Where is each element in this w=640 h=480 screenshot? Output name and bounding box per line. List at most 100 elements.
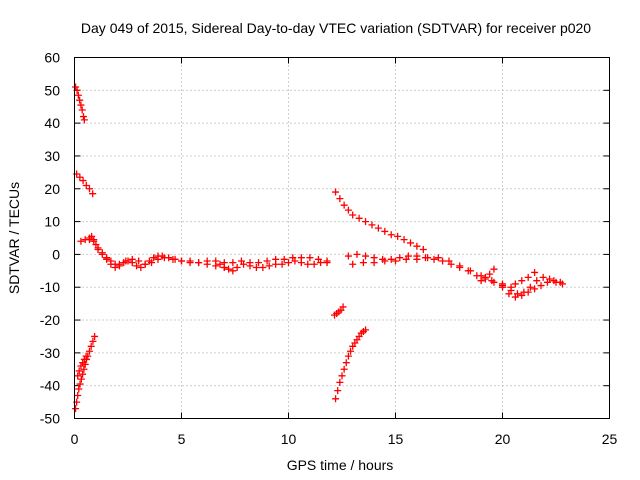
- series-arc-h: [344, 250, 506, 290]
- data-point: [424, 254, 432, 262]
- series-arc-f: [332, 326, 370, 403]
- data-point: [220, 264, 228, 272]
- data-point: [74, 372, 82, 380]
- data-point: [87, 342, 95, 350]
- data-point: [434, 254, 442, 262]
- data-point: [278, 260, 286, 268]
- chart-title: Day 049 of 2015, Sidereal Day-to-day VTE…: [81, 20, 591, 36]
- x-tick-label: 5: [178, 431, 186, 447]
- data-point: [94, 245, 102, 253]
- data-point: [225, 265, 233, 273]
- y-tick-label: 20: [44, 181, 60, 197]
- data-point: [334, 387, 342, 395]
- data-point: [486, 270, 494, 278]
- data-point: [336, 378, 344, 386]
- plot-frame: [74, 57, 610, 419]
- data-point: [150, 254, 158, 262]
- data-point: [370, 259, 378, 267]
- data-point: [76, 96, 84, 104]
- data-point: [539, 273, 547, 281]
- data-point: [128, 255, 136, 263]
- y-tick-labels: -50 -40 -30 -20 -10 0 10 20 30 40 50 60: [40, 50, 60, 427]
- x-tick-label: 20: [495, 431, 511, 447]
- data-point: [456, 262, 464, 270]
- y-axis-label: SDTVAR / TECUs: [6, 182, 22, 294]
- data-point: [362, 252, 370, 260]
- data-point: [160, 254, 168, 262]
- series-arc-j: [507, 273, 566, 298]
- data-point: [526, 283, 534, 291]
- data-point: [546, 275, 554, 283]
- data-point: [78, 106, 86, 114]
- data-point: [520, 288, 528, 296]
- data-point: [115, 260, 123, 268]
- data-point: [80, 116, 88, 124]
- data-point: [79, 370, 87, 378]
- data-point: [92, 241, 100, 249]
- series-arc-d3: [216, 257, 331, 275]
- data-point: [76, 380, 84, 388]
- data-point: [368, 221, 376, 229]
- series-arc-c: [72, 332, 99, 413]
- data-point: [85, 347, 93, 355]
- data-point: [240, 260, 248, 268]
- x-tick-label: 10: [281, 431, 297, 447]
- data-point: [342, 359, 350, 367]
- data-point: [133, 262, 141, 270]
- data-point: [212, 262, 220, 270]
- data-point: [141, 260, 149, 268]
- data-point: [518, 277, 526, 285]
- data-point: [488, 277, 496, 285]
- data-point: [406, 239, 414, 247]
- data-point: [381, 257, 389, 265]
- y-tick-label: 50: [44, 82, 60, 98]
- data-point: [419, 245, 427, 253]
- data-point: [263, 257, 271, 265]
- data-point: [103, 254, 111, 262]
- data-point: [402, 255, 410, 263]
- data-point: [374, 224, 382, 232]
- y-tick-label: -10: [40, 279, 60, 295]
- data-point: [396, 254, 404, 262]
- data-point: [89, 337, 97, 345]
- series-arc-i2: [477, 265, 498, 285]
- data-point: [381, 227, 389, 235]
- data-point: [135, 257, 143, 265]
- data-point: [340, 201, 348, 209]
- data-point: [107, 257, 115, 265]
- data-point: [252, 264, 260, 272]
- data-point: [362, 218, 370, 226]
- y-tick-label: -20: [40, 312, 60, 328]
- data-point: [338, 372, 346, 380]
- data-point: [533, 277, 541, 285]
- data-point: [285, 259, 292, 267]
- data-point: [306, 254, 314, 262]
- data-point: [511, 280, 519, 288]
- data-point: [531, 285, 539, 293]
- data-point: [359, 259, 367, 267]
- x-tick-labels: 0 5 10 15 20 25: [71, 431, 618, 447]
- data-point: [332, 188, 340, 196]
- data-point: [90, 236, 98, 244]
- series-arc-c2: [74, 352, 90, 380]
- data-point: [323, 259, 331, 267]
- data-point: [392, 257, 399, 265]
- data-point: [169, 255, 177, 263]
- data-point: [344, 206, 352, 214]
- data-point: [336, 195, 344, 203]
- x-tick-label: 15: [388, 431, 404, 447]
- data-point: [82, 352, 90, 360]
- data-point: [74, 91, 82, 99]
- series-arc-j2: [511, 268, 539, 288]
- x-axis-label: GPS time / hours: [287, 457, 394, 473]
- data-point: [349, 211, 357, 219]
- data-point: [203, 260, 211, 268]
- series-arc-b: [73, 170, 97, 198]
- data-point: [297, 259, 305, 267]
- data-point: [74, 392, 82, 400]
- data-point: [344, 252, 352, 260]
- data-point: [349, 260, 357, 268]
- data-point: [353, 250, 361, 258]
